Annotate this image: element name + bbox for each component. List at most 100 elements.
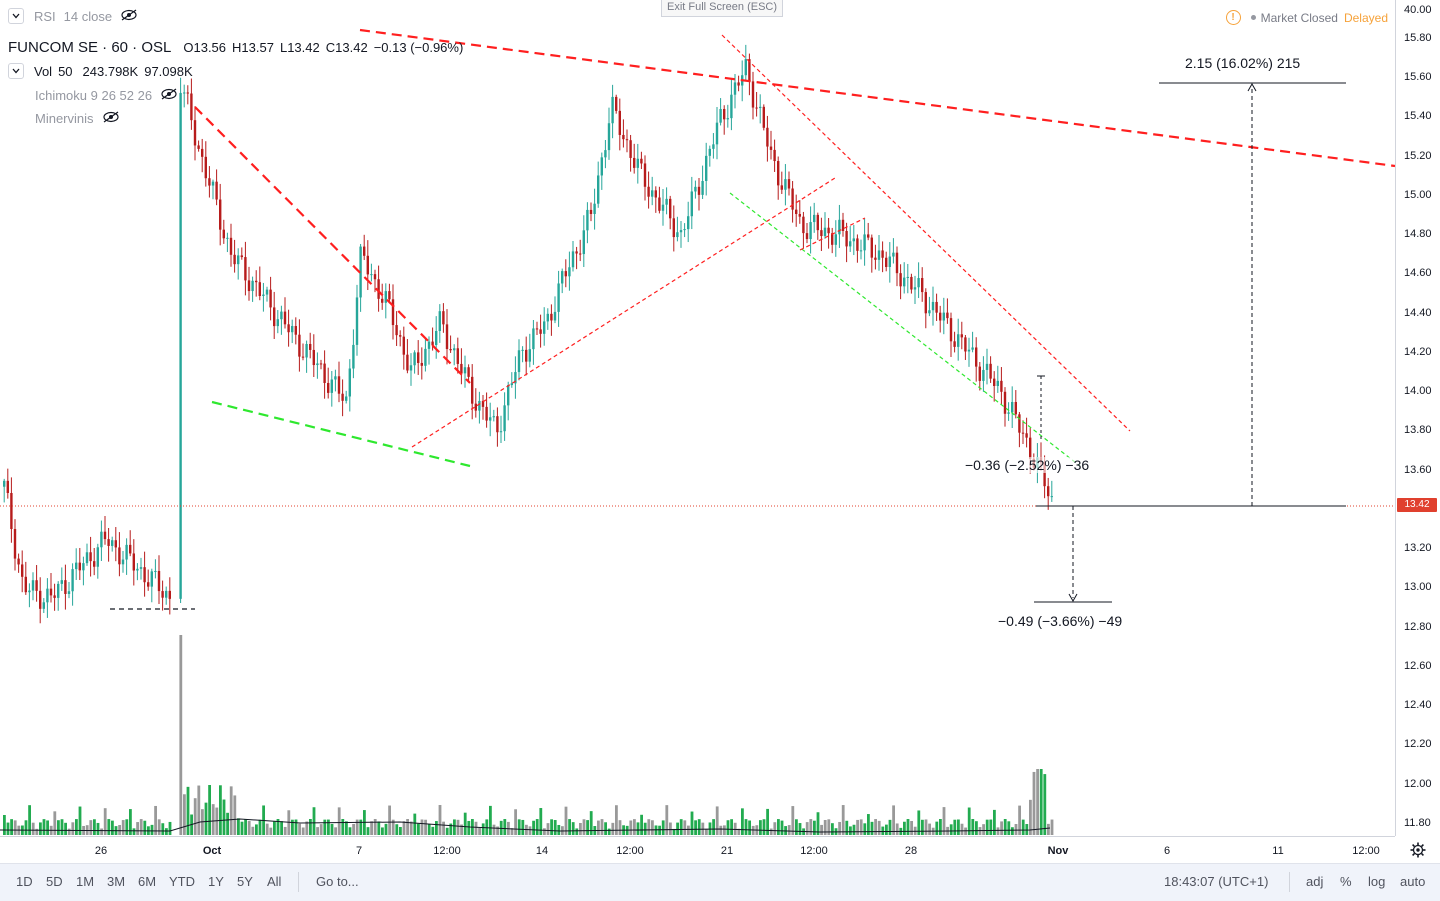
volume-bar	[787, 825, 791, 835]
exit-fullscreen-button[interactable]: Exit Full Screen (ESC)	[661, 0, 784, 17]
volume-bar	[438, 805, 442, 835]
chart-pane[interactable]: RSI 14 close FUNCOM SE · 60 · OSL O 13.5…	[0, 0, 1395, 836]
volume-bar	[730, 819, 733, 835]
candle-body	[589, 209, 593, 214]
candle-body	[262, 294, 265, 297]
collapse-chevron-icon[interactable]	[8, 63, 24, 79]
candle-body	[885, 257, 888, 267]
volume-bar	[1018, 805, 1021, 835]
percent-toggle[interactable]: %	[1340, 874, 1352, 889]
volume-bar	[211, 804, 215, 835]
candle-body	[183, 92, 186, 94]
range-ytd-button[interactable]: YTD	[169, 874, 195, 889]
volume-bar	[582, 819, 586, 835]
volume-bar	[240, 821, 244, 835]
volume-bar	[539, 808, 543, 835]
volume-bar	[161, 823, 165, 835]
collapse-chevron-icon[interactable]	[8, 8, 24, 24]
volume-bar	[611, 822, 615, 835]
volume-bar	[543, 828, 546, 835]
price-chart[interactable]	[0, 0, 1395, 836]
volume-bar	[816, 812, 820, 835]
candle-body	[478, 400, 481, 411]
symbol-legend: FUNCOM SE · 60 · OSL O 13.56 H 13.57 L 1…	[8, 39, 463, 56]
volume-bar	[723, 825, 726, 835]
candle-body	[157, 570, 161, 592]
candle-body	[597, 175, 600, 204]
candle-body	[409, 365, 413, 371]
clock-timezone[interactable]: 18:43:07 (UTC+1)	[1164, 874, 1269, 889]
volume-bar	[251, 826, 255, 835]
candle-body	[831, 233, 834, 245]
volume-bar	[773, 822, 777, 835]
auto-toggle[interactable]: auto	[1400, 874, 1426, 889]
volume-bar	[726, 820, 730, 835]
range-1y-button[interactable]: 1Y	[208, 874, 224, 889]
price-tick-label: 12.60	[1404, 659, 1432, 672]
candle-body	[42, 602, 45, 609]
range-5d-button[interactable]: 5D	[46, 874, 63, 889]
measure-small-label[interactable]: −0.36 (−2.52%) −36	[965, 457, 1090, 473]
range-1m-button[interactable]: 1M	[76, 874, 95, 889]
candle-body	[255, 280, 258, 283]
candle-body	[291, 326, 294, 333]
volume-ma-line	[0, 818, 1051, 833]
candle-body	[881, 250, 884, 258]
volume-bar	[431, 826, 435, 835]
volume-bar	[60, 819, 64, 835]
time-axis[interactable]: 26 Oct 7 12:00 14 12:00 21 12:00 28 Nov 6 11 12:00	[0, 836, 1395, 864]
volume-bar	[42, 819, 46, 835]
candle-body	[481, 400, 485, 407]
candle-body	[197, 145, 200, 149]
volume-bar	[460, 824, 463, 835]
candle-body	[366, 255, 369, 275]
goto-date-button[interactable]: Go to...	[316, 874, 359, 889]
candle-body	[179, 92, 182, 599]
candle-body	[899, 273, 902, 287]
symbol-title[interactable]: FUNCOM SE · 60 · OSL	[8, 39, 172, 56]
range-6m-button[interactable]: 6M	[138, 874, 157, 889]
hidden-eye-icon[interactable]	[120, 9, 138, 24]
candle-body	[1014, 401, 1017, 415]
candle-body	[762, 106, 765, 128]
candle-body	[946, 312, 949, 319]
chart-settings-button[interactable]	[1396, 837, 1440, 863]
candle-body	[687, 216, 690, 230]
volume-bar	[975, 821, 978, 835]
hidden-eye-icon[interactable]	[102, 111, 120, 126]
range-1d-button[interactable]: 1D	[16, 874, 33, 889]
volume-bar	[550, 819, 553, 835]
hidden-eye-icon[interactable]	[160, 88, 178, 103]
candle-body	[251, 280, 254, 292]
volume-bar	[672, 828, 676, 835]
open-value: 13.56	[193, 40, 227, 55]
candle-body	[507, 385, 510, 406]
candle-body	[190, 93, 193, 121]
volume-bar	[575, 828, 579, 835]
volume-bar	[57, 820, 60, 835]
candle-body	[298, 334, 301, 357]
range-all-button[interactable]: All	[267, 874, 282, 889]
candle-body	[276, 319, 279, 327]
adj-toggle[interactable]: adj	[1306, 874, 1324, 889]
candle-body	[636, 158, 639, 168]
volume-bar	[298, 823, 301, 835]
volume-bar	[571, 822, 575, 835]
log-toggle[interactable]: log	[1368, 874, 1386, 889]
candle-body	[391, 299, 395, 326]
measure-up-label[interactable]: 2.15 (16.02%) 215	[1185, 55, 1301, 71]
candle-body	[237, 255, 240, 265]
candle-body	[906, 276, 909, 278]
volume-bar	[384, 823, 388, 835]
price-axis[interactable]: 40.00 15.80 15.60 15.40 15.20 15.00 14.80 14.60…	[1395, 0, 1440, 836]
range-5y-button[interactable]: 5Y	[237, 874, 253, 889]
measure-down-label[interactable]: −0.49 (−3.66%) −49	[998, 613, 1123, 629]
candle-body	[528, 349, 531, 362]
candle-body	[431, 341, 434, 345]
candle-body	[316, 363, 319, 366]
warning-icon: !	[1225, 10, 1241, 25]
close-label: C	[325, 40, 336, 55]
candle-body	[13, 529, 17, 559]
range-3m-button[interactable]: 3M	[107, 874, 126, 889]
price-tick-label: 12.00	[1404, 777, 1432, 790]
